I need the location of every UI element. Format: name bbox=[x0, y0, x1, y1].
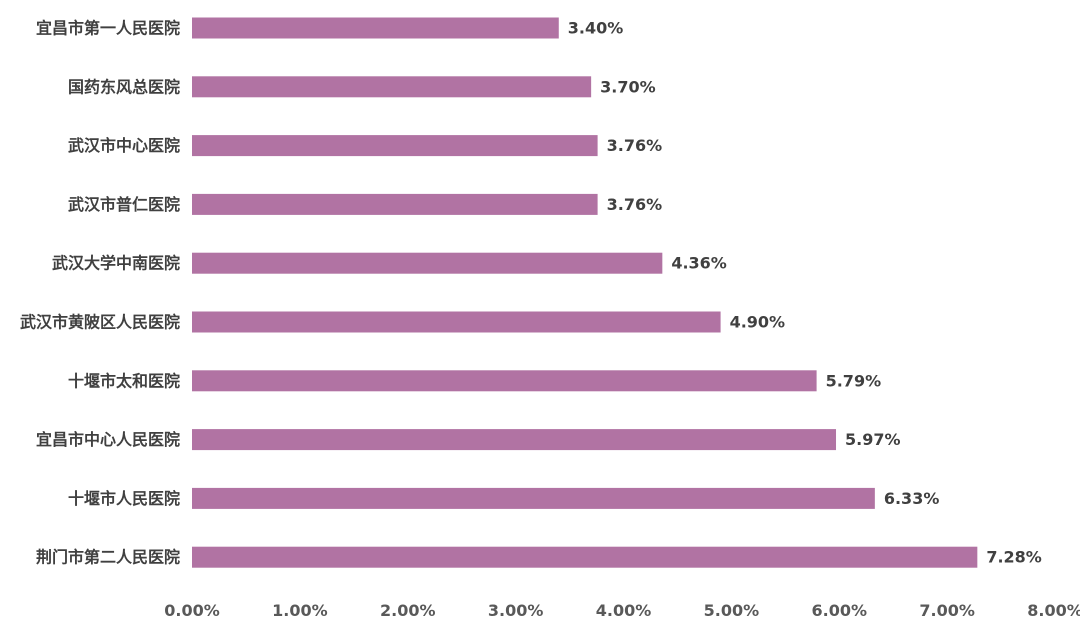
x-tick-label: 8.00% bbox=[1027, 601, 1080, 620]
data-label: 3.76% bbox=[607, 195, 663, 214]
category-label: 武汉市中心医院 bbox=[68, 136, 180, 155]
bar bbox=[192, 429, 837, 451]
category-label: 荆门市第二人民医院 bbox=[36, 548, 180, 567]
data-label: 3.70% bbox=[600, 77, 656, 96]
x-tick-label: 3.00% bbox=[488, 601, 544, 620]
bar bbox=[192, 76, 592, 98]
value-labels: 3.40% 3.70% 3.76% 3.76% 4.36% 4.90% 5.79% 5.97%… bbox=[568, 19, 1042, 567]
data-label: 3.76% bbox=[607, 136, 663, 155]
category-label: 武汉大学中南医院 bbox=[52, 254, 180, 273]
x-tick-label: 1.00% bbox=[272, 601, 328, 620]
data-label: 7.28% bbox=[986, 548, 1042, 567]
data-label: 5.79% bbox=[826, 371, 882, 390]
bar bbox=[192, 135, 598, 157]
x-tick-label: 0.00% bbox=[164, 601, 220, 620]
category-labels: 宜昌市第一人民医院国药东风总医院武汉市中心医院武汉市普仁医院武汉大学中南医院武汉… bbox=[20, 19, 180, 567]
category-label: 宜昌市中心人民医院 bbox=[36, 430, 180, 449]
category-label: 宜昌市第一人民医院 bbox=[36, 19, 180, 38]
category-label: 武汉市黄陂区人民医院 bbox=[20, 313, 180, 332]
x-tick-label: 6.00% bbox=[811, 601, 867, 620]
bar bbox=[192, 487, 875, 509]
x-tick-label: 7.00% bbox=[919, 601, 975, 620]
data-label: 3.40% bbox=[568, 19, 624, 38]
x-tick-label: 2.00% bbox=[380, 601, 436, 620]
bar bbox=[192, 193, 598, 215]
category-label: 武汉市普仁医院 bbox=[68, 195, 180, 214]
x-tick-label: 4.00% bbox=[596, 601, 652, 620]
x-tick-label: 5.00% bbox=[704, 601, 760, 620]
bars-group bbox=[192, 17, 978, 568]
data-label: 4.90% bbox=[730, 313, 786, 332]
data-label: 4.36% bbox=[671, 254, 727, 273]
bar bbox=[192, 252, 663, 274]
category-label: 十堰市太和医院 bbox=[68, 371, 180, 390]
data-label: 5.97% bbox=[845, 430, 901, 449]
data-label: 6.33% bbox=[884, 489, 940, 508]
x-axis-tick-labels: 0.00% 1.00% 2.00% 3.00% 4.00% 5.00% 6.00% 7.00%… bbox=[164, 601, 1080, 620]
bar bbox=[192, 311, 721, 333]
category-label: 国药东风总医院 bbox=[68, 77, 180, 96]
category-label: 十堰市人民医院 bbox=[68, 489, 180, 508]
bar bbox=[192, 17, 559, 39]
bar bbox=[192, 546, 978, 568]
bar bbox=[192, 370, 817, 392]
